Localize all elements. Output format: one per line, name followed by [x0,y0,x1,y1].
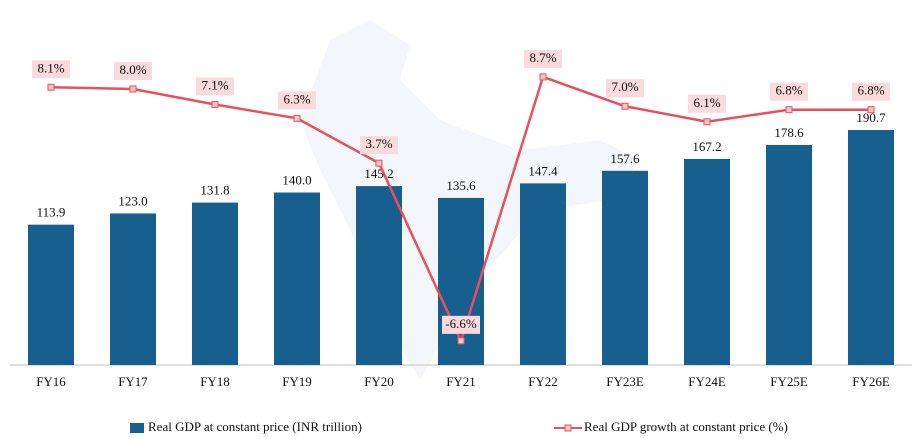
line-marker [47,83,55,91]
line-value-label: 8.1% [37,60,64,75]
bar-value-label: 131.8 [200,183,229,198]
line-label-bg [32,60,70,79]
x-tick-label: FY16 [36,374,66,389]
x-tick-label: FY19 [282,374,312,389]
line-marker [539,73,547,81]
x-tick-label: FY23E [606,374,644,389]
x-tick-label: FY22 [528,374,558,389]
line-value-label: 7.1% [201,78,228,93]
line-label-bg [360,136,398,155]
bar-value-label: 178.6 [774,125,804,140]
line-marker [867,106,875,114]
x-tick-label: FY17 [118,374,148,389]
legend-label: Real GDP growth at constant price (%) [584,419,788,434]
bar-value-label: 167.2 [692,139,721,154]
x-tick-label: FY21 [446,374,476,389]
bar [110,213,156,365]
bar-value-label: 147.4 [528,163,558,178]
line-value-label: 7.0% [611,79,638,94]
line-value-label: -6.6% [445,316,477,331]
line-label-bg [688,94,726,113]
x-tick-label: FY20 [364,374,394,389]
line-value-label: 6.1% [693,95,720,110]
line-value-label: 6.8% [857,83,884,98]
line-value-label: 6.8% [775,83,802,98]
line-marker [621,102,629,110]
bar [848,130,894,365]
line-label-bg [606,79,644,98]
bar-value-label: 190.7 [856,110,886,125]
bar [684,158,730,365]
line-label-bg [770,82,808,101]
legend-swatch-marker [564,424,572,432]
line-label-bg [196,77,234,96]
bar [766,144,812,365]
line-label-bg [114,62,152,80]
bar [520,183,566,365]
line-value-label: 8.0% [119,62,146,77]
line-label-bg [852,82,890,101]
bar-value-label: 140.0 [282,172,311,187]
bar [602,170,648,365]
x-tick-label: FY18 [200,374,230,389]
x-tick-label: FY25E [770,374,808,389]
line-label-bg [278,91,316,110]
legend-label: Real GDP at constant price (INR trillion… [148,419,362,434]
bar [192,202,238,365]
line-value-label: 6.3% [283,91,310,106]
line-marker [457,337,465,345]
line-marker [785,106,793,114]
bar [356,186,402,365]
line-marker [703,118,711,126]
line-marker [375,159,383,167]
legend-swatch [130,423,144,433]
x-tick-label: FY24E [688,374,726,389]
line-marker [129,85,137,93]
bar-value-label: 113.9 [37,205,66,220]
bar-value-label: 123.0 [118,193,147,208]
bar [274,192,320,365]
line-marker [293,114,301,122]
bar-value-label: 157.6 [610,151,640,166]
bar-value-label: 145.2 [364,166,393,181]
line-label-bg [524,49,562,68]
x-tick-label: FY26E [852,374,890,389]
bar [28,224,74,365]
line-value-label: 3.7% [365,136,392,151]
bar-value-label: 135.6 [446,178,476,193]
line-value-label: 8.7% [529,50,556,65]
line-marker [211,101,219,109]
line-label-bg [442,315,480,334]
